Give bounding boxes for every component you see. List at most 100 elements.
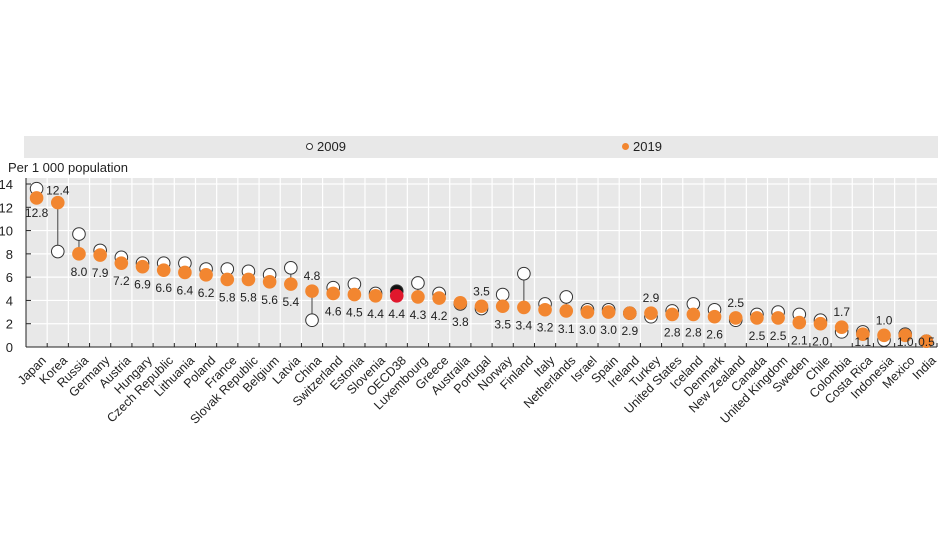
- data-label-2019: 4.5: [346, 306, 363, 320]
- data-label-2019: 3.0: [579, 323, 596, 337]
- marker-2019: [686, 307, 701, 322]
- data-label-2019: 6.4: [177, 283, 194, 297]
- data-label-2019: 2.5: [770, 329, 787, 343]
- marker-2009: [284, 261, 298, 275]
- marker-2019: [665, 307, 679, 322]
- data-label-2019: 2.0: [812, 335, 829, 349]
- legend-label-2009: 2009: [317, 139, 346, 154]
- marker-2009: [517, 266, 531, 281]
- marker-2019: [305, 284, 319, 298]
- data-label-2019: 3.2: [537, 321, 554, 335]
- marker-2009: [305, 313, 319, 328]
- data-label-2019: 1.0: [897, 335, 914, 349]
- data-label-2019: 6.2: [198, 286, 215, 300]
- data-label-2019: 12.4: [46, 184, 70, 198]
- data-label-2019: 2.8: [685, 325, 702, 339]
- marker-2009: [411, 276, 425, 290]
- marker-2019: [93, 248, 107, 262]
- marker-2019: [856, 327, 870, 341]
- marker-2019: [559, 304, 574, 318]
- data-label-2019: 1.7: [833, 305, 850, 319]
- marker-2019: [241, 272, 256, 287]
- data-label-2019: 4.8: [304, 269, 321, 283]
- marker-2019: [284, 277, 298, 291]
- marker-2019: [707, 309, 722, 324]
- data-label-2019: 5.8: [219, 290, 236, 304]
- data-label-2019: 1.1: [855, 335, 872, 349]
- marker-2019: [538, 302, 552, 317]
- data-label-2019: 3.5: [473, 284, 490, 298]
- marker-2019: [156, 263, 171, 277]
- marker-2019: [114, 256, 129, 270]
- data-label-2019: 4.3: [410, 308, 427, 322]
- marker-2019: [728, 311, 743, 325]
- marker-2019: [580, 305, 595, 319]
- data-label-2019: 4.4: [367, 307, 384, 321]
- data-label-2019: 3.8: [452, 315, 469, 329]
- data-label-2019: 2.9: [643, 291, 660, 305]
- data-label-2019: 0.5: [918, 335, 935, 349]
- marker-2019: [199, 268, 213, 282]
- marker-2019: [495, 299, 510, 314]
- marker-2019: [898, 328, 913, 343]
- legend-item-2019: 2019: [622, 139, 662, 154]
- marker-2019: [262, 275, 277, 289]
- data-label-2019: 4.6: [325, 304, 342, 318]
- data-label-2019: 6.6: [155, 281, 172, 295]
- marker-2019: [644, 306, 658, 321]
- marker-2019: [750, 311, 764, 325]
- data-label-2019: 3.0: [600, 323, 617, 337]
- data-label-2019: 4.2: [431, 309, 448, 323]
- filled-circle-icon: [622, 143, 629, 150]
- hollow-circle-icon: [306, 143, 313, 150]
- marker-2019: [474, 299, 489, 314]
- marker-2019: [50, 195, 65, 210]
- marker-2009: [559, 290, 574, 304]
- data-label-2019: 2.5: [749, 329, 766, 343]
- marker-2019: [877, 328, 891, 343]
- marker-2019: [220, 272, 235, 287]
- y-tick-label: 2: [6, 317, 13, 332]
- y-tick-label: 14: [0, 177, 13, 192]
- marker-2019: [517, 300, 531, 315]
- marker-2019: [792, 315, 807, 330]
- data-label-2019: 2.1: [791, 334, 808, 348]
- marker-2009: [50, 244, 65, 259]
- marker-2019: [389, 288, 404, 303]
- marker-2019: [601, 305, 616, 319]
- legend: 2009 2019: [24, 136, 938, 158]
- data-label-2019: 5.8: [240, 290, 257, 304]
- plot-background: [26, 178, 937, 347]
- data-label-2019: 7.2: [113, 274, 130, 288]
- legend-item-2009: 2009: [306, 139, 346, 154]
- data-label-2019: 5.4: [282, 295, 299, 309]
- marker-2019: [135, 259, 150, 274]
- y-tick-label: 10: [0, 224, 13, 239]
- marker-2019: [178, 265, 192, 280]
- data-label-2019: 4.4: [388, 307, 405, 321]
- data-label-2019: 3.4: [516, 318, 533, 332]
- marker-2019: [919, 334, 934, 348]
- data-label-2019: 1.0: [876, 313, 893, 327]
- marker-2019: [623, 306, 637, 321]
- y-tick-label: 6: [6, 270, 13, 285]
- data-label-2019: 2.9: [621, 324, 638, 338]
- data-label-2019: 7.9: [92, 266, 109, 280]
- data-label-2019: 2.5: [727, 296, 744, 310]
- data-label-2019: 3.1: [558, 322, 575, 336]
- marker-2009: [495, 287, 510, 302]
- y-tick-label: 0: [6, 340, 13, 355]
- marker-2019: [834, 320, 849, 335]
- marker-2019: [326, 286, 340, 301]
- data-label-2019: 6.9: [134, 278, 151, 292]
- marker-2009: [72, 227, 86, 241]
- marker-2019: [453, 295, 468, 310]
- marker-2019: [771, 311, 785, 325]
- data-label-2019: 12.8: [25, 206, 49, 220]
- marker-2019: [432, 291, 446, 305]
- data-label-2019: 5.6: [261, 293, 278, 307]
- y-tick-label: 12: [0, 200, 13, 215]
- data-label-2019: 3.5: [494, 317, 511, 331]
- legend-label-2019: 2019: [633, 139, 662, 154]
